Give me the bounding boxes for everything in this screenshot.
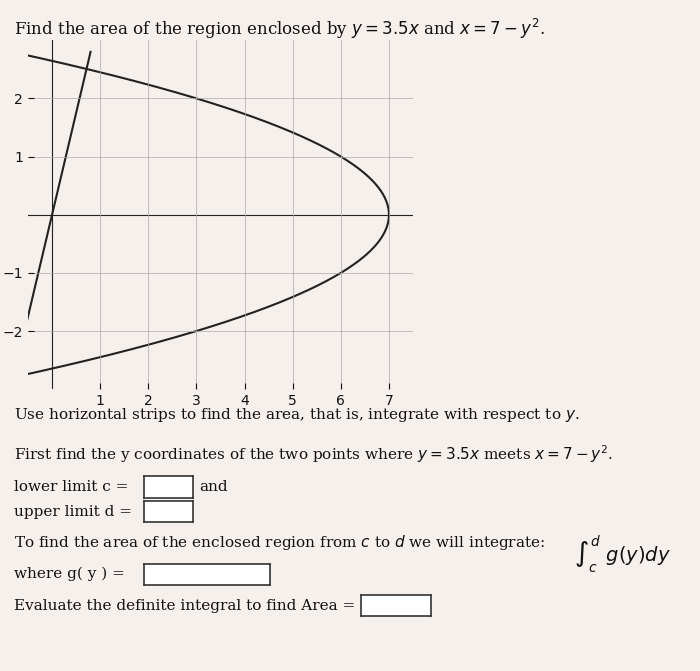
Text: where g( y ) =: where g( y ) =: [14, 567, 125, 581]
Text: To find the area of the enclosed region from $c$ to $d$ we will integrate:: To find the area of the enclosed region …: [14, 533, 545, 552]
Text: lower limit c =: lower limit c =: [14, 480, 128, 494]
Text: and: and: [199, 480, 228, 494]
Text: upper limit d =: upper limit d =: [14, 505, 132, 519]
Text: Use horizontal strips to find the area, that is, integrate with respect to $y$.: Use horizontal strips to find the area, …: [14, 406, 580, 424]
Text: $\int_{c}^{d}\ g(y)dy$: $\int_{c}^{d}\ g(y)dy$: [574, 533, 671, 575]
Text: Find the area of the region enclosed by $y = 3.5x$ and $x = 7 - y^2$.: Find the area of the region enclosed by …: [14, 17, 545, 41]
Text: Evaluate the definite integral to find Area =: Evaluate the definite integral to find A…: [14, 599, 355, 613]
Text: First find the y coordinates of the two points where $y = 3.5x$ meets $x = 7 - y: First find the y coordinates of the two …: [14, 443, 613, 464]
